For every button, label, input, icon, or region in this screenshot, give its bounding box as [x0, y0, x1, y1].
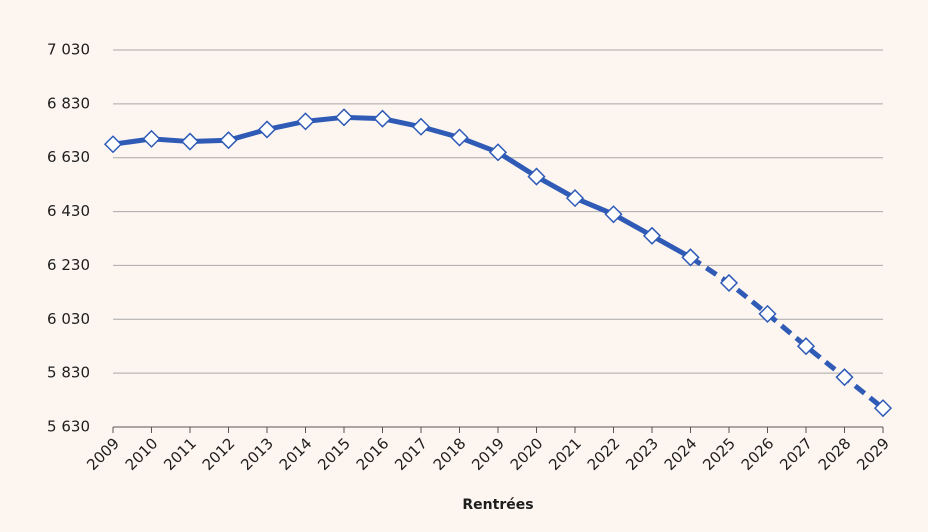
marker: [296, 112, 315, 131]
marker: [219, 131, 238, 150]
marker: [796, 337, 816, 356]
marker: [758, 304, 777, 323]
marker: [681, 248, 700, 267]
y-tick-label: 6 430: [47, 202, 90, 220]
y-tick-label: 6 630: [47, 148, 90, 166]
marker: [411, 117, 431, 136]
marker: [488, 143, 508, 162]
marker: [527, 167, 546, 186]
y-tick-label: 7 030: [47, 41, 90, 59]
marker: [565, 189, 585, 208]
marker: [642, 226, 662, 245]
marker: [719, 273, 739, 292]
marker: [142, 129, 161, 148]
marker: [103, 135, 123, 154]
y-tick-label: 5 630: [47, 418, 90, 436]
marker: [604, 205, 623, 224]
marker: [450, 128, 469, 147]
y-tick-label: 6 030: [47, 310, 90, 328]
y-tick-label: 6 230: [47, 256, 90, 274]
marker: [835, 368, 854, 387]
y-tick-label: 6 830: [47, 94, 90, 112]
marker: [373, 109, 392, 128]
line: [112, 114, 692, 260]
y-tick-label: 5 830: [47, 364, 90, 382]
marker: [873, 399, 893, 418]
line: [689, 255, 885, 411]
x-axis-label: Rentrées: [462, 497, 533, 513]
marker: [257, 120, 277, 139]
marker: [334, 108, 354, 127]
marker: [180, 132, 200, 151]
